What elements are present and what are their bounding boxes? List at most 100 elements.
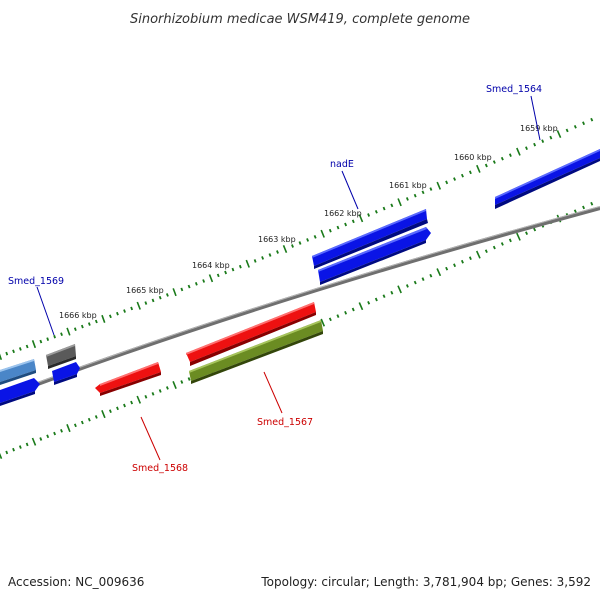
minor-tick (413, 280, 417, 285)
tick-label-1662: 1662 kbp (324, 209, 362, 218)
major-tick (66, 424, 71, 433)
minor-tick (276, 250, 279, 254)
major-tick (101, 314, 106, 323)
minor-tick (158, 295, 162, 300)
major-tick (358, 302, 364, 311)
gene-nade-strand2[interactable] (318, 227, 431, 285)
minor-tick (508, 153, 512, 157)
major-tick (516, 232, 521, 241)
minor-tick (46, 337, 50, 341)
major-tick (397, 198, 402, 207)
minor-tick (541, 139, 545, 143)
minor-tick (549, 135, 553, 140)
tick-label-1663: 1663 kbp (258, 235, 296, 244)
minor-tick (582, 121, 586, 126)
minor-tick (12, 349, 15, 354)
gene-label-smed-1568: Smed_1568 (132, 463, 188, 474)
minor-tick (492, 245, 496, 250)
minor-tick (5, 450, 9, 455)
minor-tick (261, 256, 265, 260)
genome-backbone (0, 206, 600, 400)
minor-tick (367, 213, 371, 217)
major-tick (136, 395, 142, 404)
minor-tick (590, 201, 594, 206)
minor-tick (405, 197, 409, 201)
minor-tick (116, 406, 119, 411)
gene-smed-1568[interactable] (95, 362, 161, 396)
minor-tick (80, 324, 84, 329)
minor-tick (60, 428, 63, 433)
major-tick (516, 147, 521, 156)
leader-smed-1567 (263, 371, 283, 414)
gene-label-smed-1567: Smed_1567 (257, 417, 313, 428)
minor-tick (80, 420, 84, 425)
minor-tick (187, 377, 191, 381)
major-tick (320, 229, 325, 238)
minor-tick (73, 327, 77, 332)
minor-tick (344, 310, 348, 315)
minor-tick (231, 267, 235, 272)
minor-tick (187, 284, 191, 289)
minor-tick (123, 403, 126, 408)
minor-tick (306, 238, 310, 242)
gene-smed-1564[interactable] (495, 149, 600, 209)
tick-label-1664: 1664 kbp (192, 261, 230, 270)
major-tick (172, 380, 177, 390)
tick-label-1660: 1660 kbp (454, 153, 492, 162)
minor-tick (298, 241, 302, 245)
minor-tick (224, 270, 228, 275)
minor-tick (405, 284, 409, 288)
major-tick (436, 181, 442, 190)
minor-tick (94, 319, 98, 324)
minor-tick (180, 380, 184, 384)
minor-tick (123, 309, 126, 313)
minor-tick (73, 423, 77, 428)
gene-smed-1567[interactable] (189, 320, 323, 384)
minor-tick (25, 442, 29, 447)
minor-tick (18, 445, 22, 449)
minor-tick (291, 244, 294, 248)
minor-tick (382, 206, 386, 211)
minor-tick (468, 256, 472, 261)
gene-light-blue-left[interactable] (0, 359, 36, 385)
leader-nade (341, 170, 359, 210)
minor-tick (130, 400, 134, 405)
minor-tick (590, 117, 594, 122)
gene-red-forward[interactable] (186, 302, 316, 366)
major-tick (476, 164, 481, 173)
minor-tick (53, 431, 57, 436)
major-tick (0, 353, 3, 361)
map-title: Sinorhizobium medicae WSM419, complete g… (130, 12, 470, 27)
minor-tick (582, 205, 586, 210)
minor-tick (413, 193, 417, 198)
minor-tick (429, 273, 433, 278)
minor-tick (328, 228, 332, 233)
major-tick (358, 214, 364, 223)
leader-smed-1564 (530, 95, 541, 141)
accession-text: Accession: NC_009636 (8, 575, 144, 589)
minor-tick (573, 125, 577, 129)
gene-nade[interactable] (312, 209, 428, 269)
minor-tick (5, 351, 9, 356)
minor-tick (421, 277, 425, 281)
minor-tick (313, 235, 317, 239)
minor-tick (336, 225, 340, 230)
gene-blue-small[interactable] (52, 362, 80, 385)
gene-smed-1569[interactable] (46, 344, 76, 369)
gene-blue-left-reverse[interactable] (0, 378, 40, 406)
minor-tick (565, 128, 569, 133)
minor-tick (18, 347, 22, 351)
minor-tick (39, 339, 43, 344)
minor-tick (165, 386, 169, 390)
minor-tick (460, 259, 464, 264)
minor-tick (39, 437, 43, 441)
minor-tick (108, 409, 112, 414)
minor-tick (453, 177, 457, 181)
major-tick (320, 318, 326, 327)
tick-label-1659: 1659 kbp (520, 124, 558, 133)
major-tick (66, 327, 71, 336)
minor-tick (130, 306, 134, 311)
minor-tick (25, 344, 29, 349)
minor-tick (453, 263, 457, 268)
major-tick (0, 452, 3, 460)
